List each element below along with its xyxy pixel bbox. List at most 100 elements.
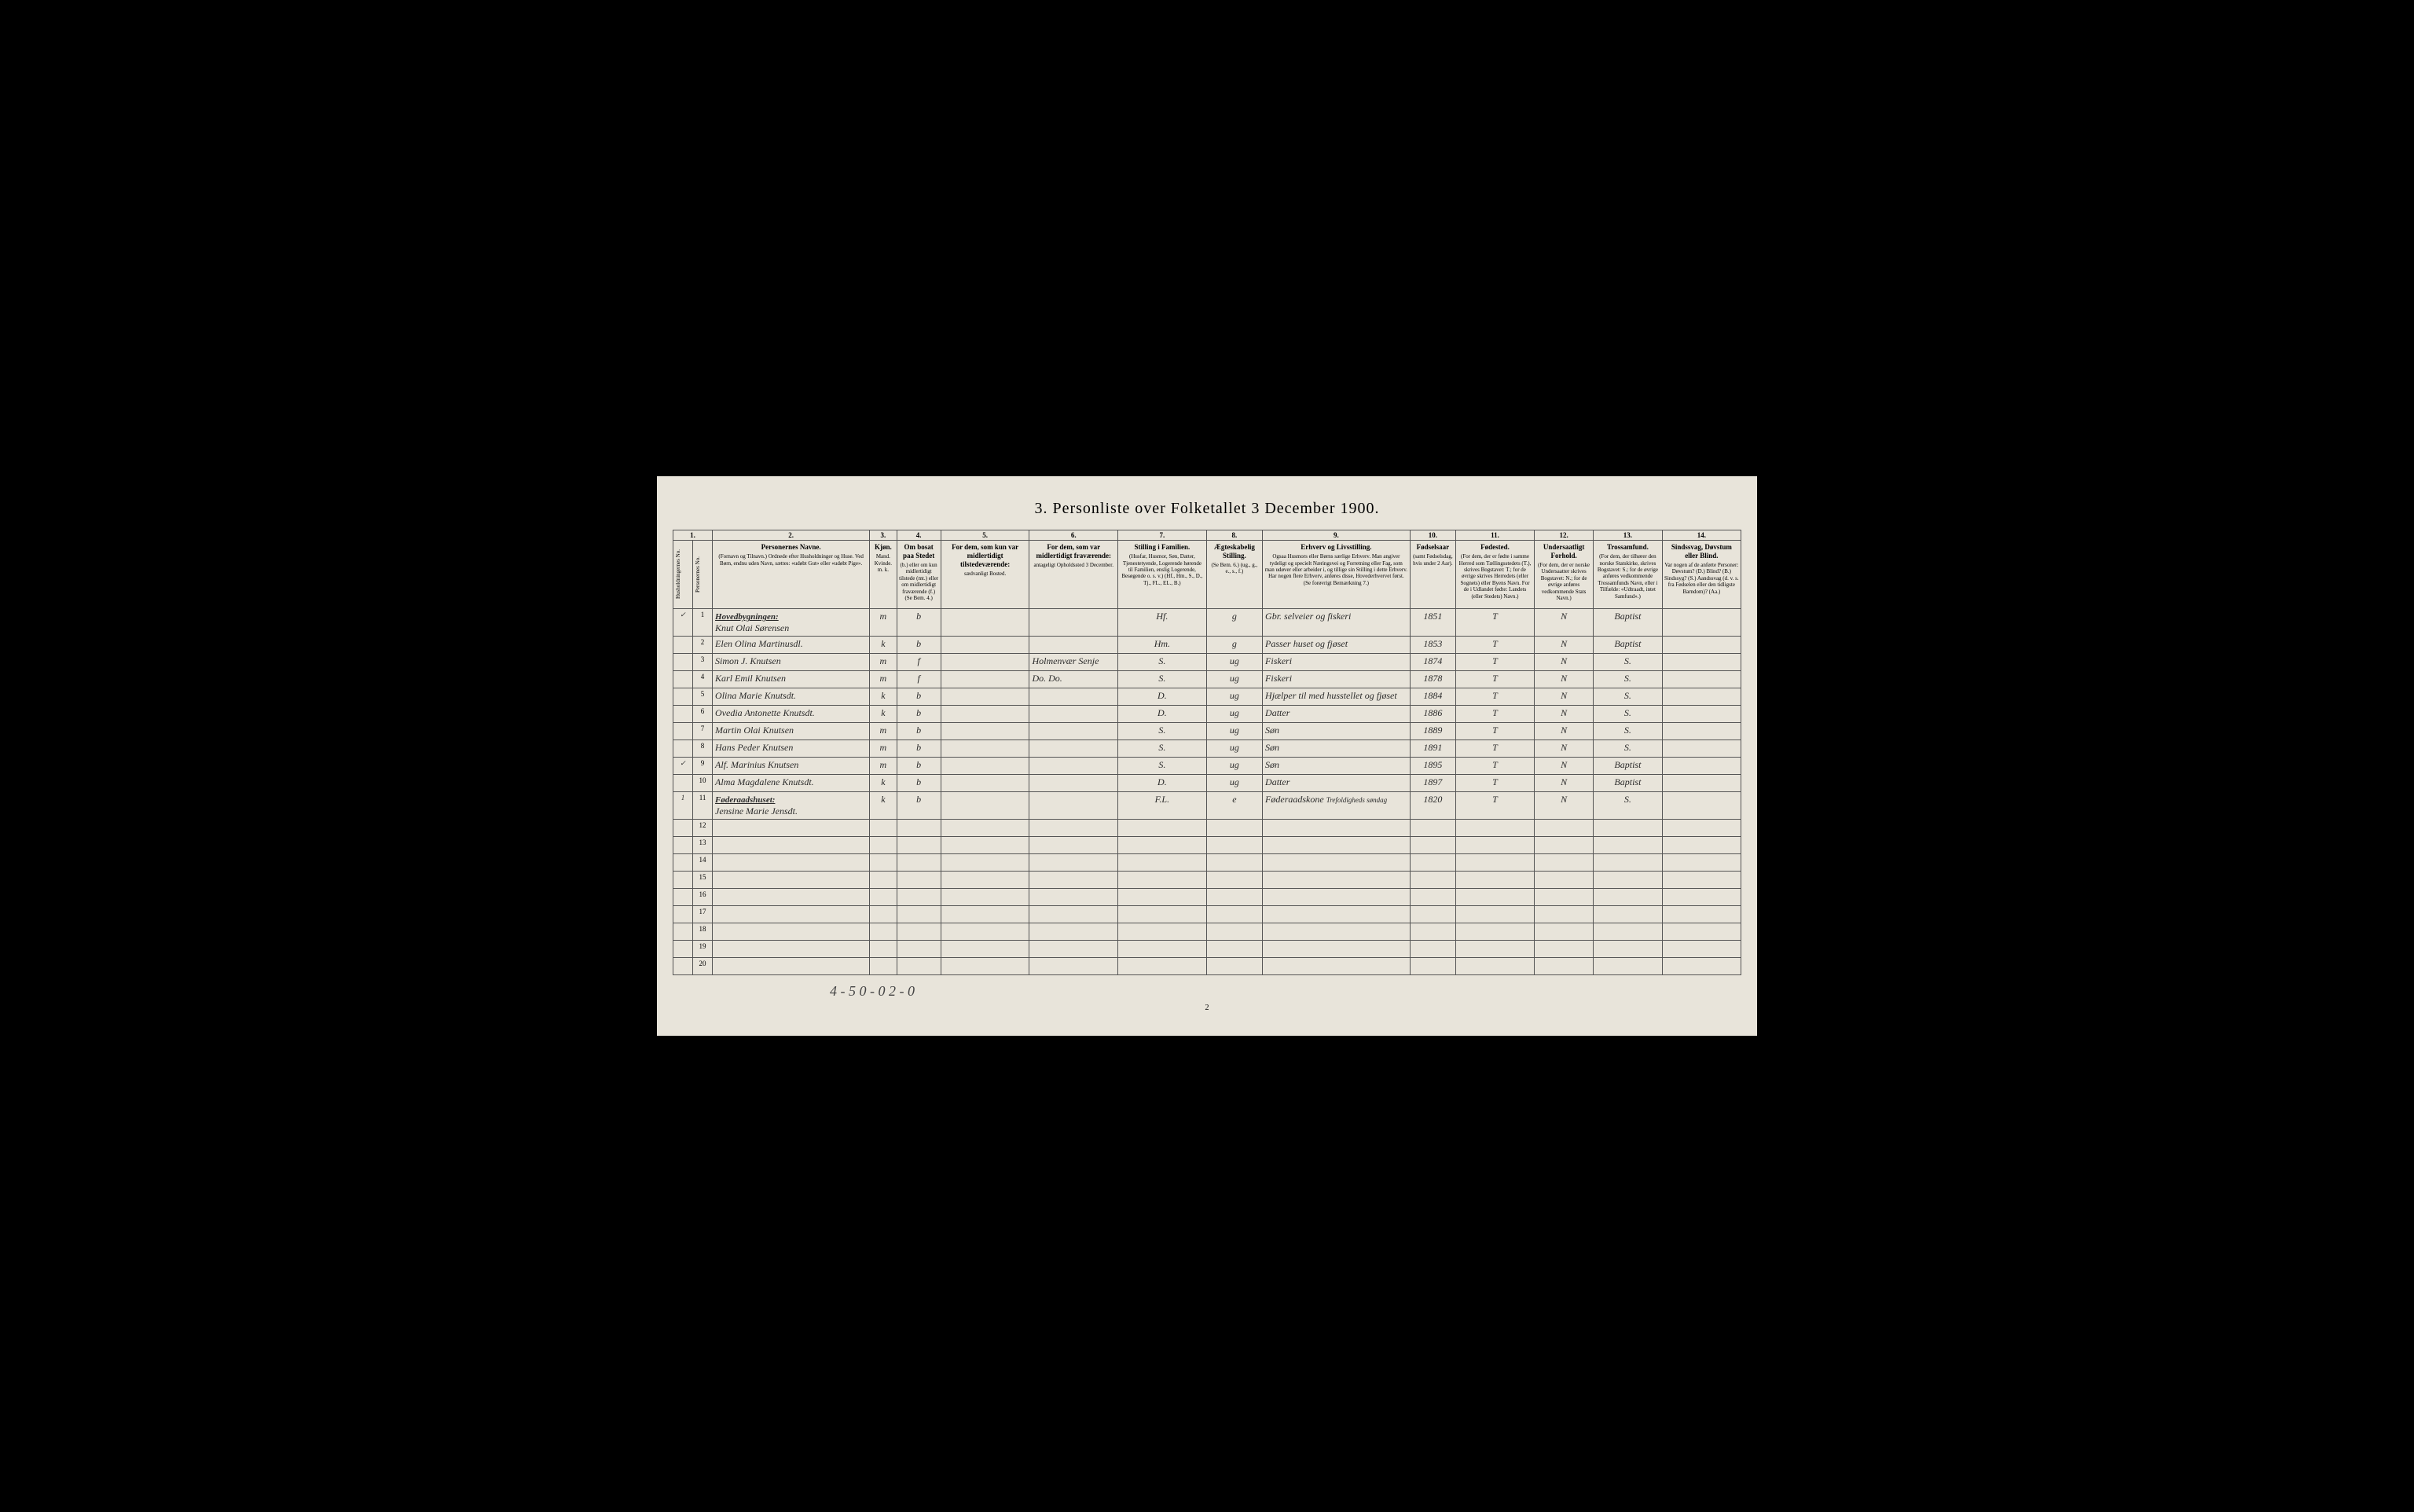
usual-residence [941, 609, 1029, 637]
col-num-7: 7. [1118, 530, 1207, 541]
person-no: 4 [693, 671, 713, 688]
absent-location: Holmenvær Senje [1029, 654, 1118, 671]
person-name: Alf. Marinius Knutsen [713, 758, 870, 775]
residence-status: b [897, 758, 941, 775]
sex: k [870, 706, 897, 723]
residence-status: b [897, 723, 941, 740]
table-row: 1 11 Føderaadshuset:Jensine Marie Jensdt… [673, 792, 1741, 820]
birth-year: 1895 [1410, 758, 1455, 775]
header-family-position: Stilling i Familien. (Husfar, Husmor, Sø… [1118, 541, 1207, 609]
household-no [673, 637, 693, 654]
residence-status: f [897, 671, 941, 688]
birthplace: T [1455, 637, 1534, 654]
usual-residence [941, 671, 1029, 688]
birth-year: 1897 [1410, 775, 1455, 792]
footer-code: 4 - 5 0 - 0 2 - 0 [673, 983, 1741, 1000]
empty-row: 16 [673, 889, 1741, 906]
person-name: Olina Marie Knutsdt. [713, 688, 870, 706]
person-name: Elen Olina Martinusdl. [713, 637, 870, 654]
person-no: 6 [693, 706, 713, 723]
empty-row: 18 [673, 923, 1741, 941]
usual-residence [941, 775, 1029, 792]
empty-row: 17 [673, 906, 1741, 923]
marital-status: g [1206, 637, 1262, 654]
person-name: Simon J. Knutsen [713, 654, 870, 671]
family-position: D. [1118, 775, 1207, 792]
col-num-5: 5. [941, 530, 1029, 541]
religion: S. [1594, 706, 1663, 723]
person-no: 12 [693, 820, 713, 837]
birthplace: T [1455, 609, 1534, 637]
family-position: S. [1118, 654, 1207, 671]
table-row: 8 Hans Peder Knutsen m b S. ug Søn 1891 … [673, 740, 1741, 758]
birth-year: 1878 [1410, 671, 1455, 688]
marital-status: ug [1206, 723, 1262, 740]
header-temp-absent: For dem, som var midlertidigt fraværende… [1029, 541, 1118, 609]
occupation: Gbr. selveier og fiskeri [1263, 609, 1411, 637]
absent-location [1029, 637, 1118, 654]
person-no: 18 [693, 923, 713, 941]
marital-status: ug [1206, 706, 1262, 723]
religion: S. [1594, 792, 1663, 820]
absent-location: Do. Do. [1029, 671, 1118, 688]
citizenship: N [1535, 758, 1594, 775]
household-no: 1 [673, 792, 693, 820]
occupation: Søn [1263, 740, 1411, 758]
marital-status: e [1206, 792, 1262, 820]
citizenship: N [1535, 740, 1594, 758]
col-num-11: 11. [1455, 530, 1534, 541]
birthplace: T [1455, 671, 1534, 688]
birthplace: T [1455, 706, 1534, 723]
residence-status: b [897, 637, 941, 654]
disability [1662, 723, 1741, 740]
empty-row: 20 [673, 958, 1741, 975]
disability [1662, 706, 1741, 723]
citizenship: N [1535, 671, 1594, 688]
table-row: ✓ 1 Hovedbygningen:Knut Olai Sørensen m … [673, 609, 1741, 637]
header-occupation: Erhverv og Livsstilling. Ogsaa Husmors e… [1263, 541, 1411, 609]
religion: Baptist [1594, 609, 1663, 637]
table-row: 3 Simon J. Knutsen m f Holmenvær Senje S… [673, 654, 1741, 671]
person-no: 7 [693, 723, 713, 740]
sex: k [870, 637, 897, 654]
disability [1662, 671, 1741, 688]
family-position: S. [1118, 740, 1207, 758]
empty-row: 19 [673, 941, 1741, 958]
citizenship: N [1535, 723, 1594, 740]
header-person-no: Personernes No. [693, 541, 713, 609]
occupation: Føderaadskone Trefoldigheds søndag [1263, 792, 1411, 820]
header-religion: Trossamfund. (For dem, der tilhører den … [1594, 541, 1663, 609]
person-no: 14 [693, 854, 713, 872]
col-num-2: 2. [713, 530, 870, 541]
residence-status: b [897, 688, 941, 706]
table-row: ✓ 9 Alf. Marinius Knutsen m b S. ug Søn … [673, 758, 1741, 775]
col-num-1: 1. [673, 530, 713, 541]
person-no: 13 [693, 837, 713, 854]
person-no: 10 [693, 775, 713, 792]
usual-residence [941, 637, 1029, 654]
citizenship: N [1535, 792, 1594, 820]
birthplace: T [1455, 775, 1534, 792]
header-temp-present: For dem, som kun var midlertidigt tilste… [941, 541, 1029, 609]
household-no [673, 688, 693, 706]
person-no: 2 [693, 637, 713, 654]
person-name: Føderaadshuset:Jensine Marie Jensdt. [713, 792, 870, 820]
disability [1662, 792, 1741, 820]
residence-status: b [897, 609, 941, 637]
birth-year: 1820 [1410, 792, 1455, 820]
person-name: Ovedia Antonette Knutsdt. [713, 706, 870, 723]
sex: m [870, 723, 897, 740]
header-citizenship: Undersaatligt Forhold. (For dem, der er … [1535, 541, 1594, 609]
household-no [673, 654, 693, 671]
person-name: Hovedbygningen:Knut Olai Sørensen [713, 609, 870, 637]
religion: Baptist [1594, 637, 1663, 654]
person-no: 5 [693, 688, 713, 706]
person-no: 19 [693, 941, 713, 958]
col-num-13: 13. [1594, 530, 1663, 541]
family-position: S. [1118, 671, 1207, 688]
marital-status: ug [1206, 654, 1262, 671]
table-row: 7 Martin Olai Knutsen m b S. ug Søn 1889… [673, 723, 1741, 740]
document-title: 3. Personliste over Folketallet 3 Decemb… [673, 500, 1741, 518]
citizenship: N [1535, 706, 1594, 723]
absent-location [1029, 609, 1118, 637]
